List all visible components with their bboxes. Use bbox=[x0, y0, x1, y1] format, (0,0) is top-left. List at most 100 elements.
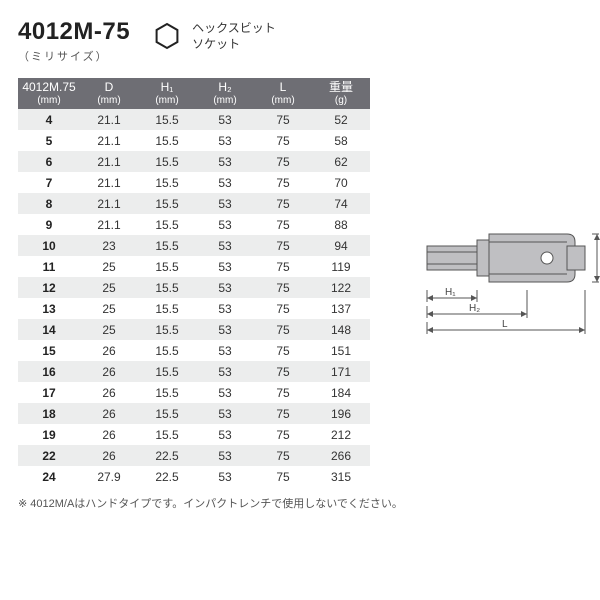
table-cell: 53 bbox=[196, 382, 254, 403]
table-cell-size: 19 bbox=[18, 424, 80, 445]
table-cell: 15.5 bbox=[138, 193, 196, 214]
product-type-block: ヘックスビット ソケット bbox=[152, 20, 276, 52]
table-cell: 148 bbox=[312, 319, 370, 340]
table-cell-size: 8 bbox=[18, 193, 80, 214]
table-row: 142515.55375148 bbox=[18, 319, 370, 340]
table-row: 102315.5537594 bbox=[18, 235, 370, 256]
table-column-header: L(mm) bbox=[254, 78, 312, 109]
table-cell: 53 bbox=[196, 340, 254, 361]
table-row: 222622.55375266 bbox=[18, 445, 370, 466]
table-cell: 22.5 bbox=[138, 445, 196, 466]
table-cell: 75 bbox=[254, 277, 312, 298]
table-cell: 53 bbox=[196, 130, 254, 151]
table-cell: 26 bbox=[80, 403, 138, 424]
table-cell: 75 bbox=[254, 151, 312, 172]
table-cell: 53 bbox=[196, 109, 254, 130]
table-column-header: H₂(mm) bbox=[196, 78, 254, 109]
table-cell: 15.5 bbox=[138, 403, 196, 424]
table-header-row: 4012M.75(mm)D(mm)H₁(mm)H₂(mm)L(mm)重量(g) bbox=[18, 78, 370, 109]
table-cell: 122 bbox=[312, 277, 370, 298]
table-cell-size: 11 bbox=[18, 256, 80, 277]
table-cell: 75 bbox=[254, 424, 312, 445]
title-block: 4012M-75 （ミリサイズ） bbox=[18, 18, 130, 64]
table-cell: 53 bbox=[196, 361, 254, 382]
table-cell: 15.5 bbox=[138, 151, 196, 172]
table-cell-size: 24 bbox=[18, 466, 80, 487]
dimension-diagram: D H₁ H₂ L bbox=[417, 208, 600, 348]
table-row: 192615.55375212 bbox=[18, 424, 370, 445]
table-cell-size: 18 bbox=[18, 403, 80, 424]
table-cell: 53 bbox=[196, 193, 254, 214]
table-column-header: D(mm) bbox=[80, 78, 138, 109]
table-cell: 62 bbox=[312, 151, 370, 172]
table-row: 122515.55375122 bbox=[18, 277, 370, 298]
table-cell: 52 bbox=[312, 109, 370, 130]
table-cell: 25 bbox=[80, 298, 138, 319]
table-cell: 15.5 bbox=[138, 256, 196, 277]
table-cell: 53 bbox=[196, 151, 254, 172]
table-row: 921.115.5537588 bbox=[18, 214, 370, 235]
table-cell-size: 22 bbox=[18, 445, 80, 466]
table-column-header: H₁(mm) bbox=[138, 78, 196, 109]
table-row: 621.115.5537562 bbox=[18, 151, 370, 172]
table-cell: 75 bbox=[254, 172, 312, 193]
table-cell: 53 bbox=[196, 277, 254, 298]
table-cell: 25 bbox=[80, 277, 138, 298]
footnote: ※ 4012M/Aはハンドタイプです。インパクトレンチで使用しないでください。 bbox=[18, 495, 403, 511]
table-cell-size: 16 bbox=[18, 361, 80, 382]
table-cell: 184 bbox=[312, 382, 370, 403]
table-cell: 15.5 bbox=[138, 424, 196, 445]
table-cell: 53 bbox=[196, 445, 254, 466]
table-row: 521.115.5537558 bbox=[18, 130, 370, 151]
table-cell: 266 bbox=[312, 445, 370, 466]
diagram-label-l: L bbox=[502, 319, 508, 330]
table-cell: 53 bbox=[196, 235, 254, 256]
table-cell: 15.5 bbox=[138, 277, 196, 298]
table-cell-size: 12 bbox=[18, 277, 80, 298]
table-row: 721.115.5537570 bbox=[18, 172, 370, 193]
diagram-wrap: D H₁ H₂ L bbox=[417, 78, 600, 348]
table-column-header: 4012M.75(mm) bbox=[18, 78, 80, 109]
table-cell: 53 bbox=[196, 214, 254, 235]
table-cell: 22.5 bbox=[138, 466, 196, 487]
table-cell: 21.1 bbox=[80, 172, 138, 193]
table-cell-size: 6 bbox=[18, 151, 80, 172]
table-cell: 21.1 bbox=[80, 214, 138, 235]
diagram-label-h2: H₂ bbox=[469, 303, 480, 314]
table-cell: 25 bbox=[80, 256, 138, 277]
table-cell: 75 bbox=[254, 193, 312, 214]
product-type-line2: ソケット bbox=[192, 37, 240, 51]
table-cell: 53 bbox=[196, 319, 254, 340]
table-cell: 75 bbox=[254, 298, 312, 319]
table-cell: 88 bbox=[312, 214, 370, 235]
table-cell: 53 bbox=[196, 256, 254, 277]
table-cell: 75 bbox=[254, 445, 312, 466]
product-type-text: ヘックスビット ソケット bbox=[192, 20, 276, 52]
table-cell: 26 bbox=[80, 361, 138, 382]
table-row: 182615.55375196 bbox=[18, 403, 370, 424]
table-cell-size: 5 bbox=[18, 130, 80, 151]
table-cell: 75 bbox=[254, 256, 312, 277]
table-cell: 70 bbox=[312, 172, 370, 193]
table-cell: 15.5 bbox=[138, 235, 196, 256]
table-column-header: 重量(g) bbox=[312, 78, 370, 109]
table-cell: 53 bbox=[196, 466, 254, 487]
table-cell: 75 bbox=[254, 130, 312, 151]
product-type-line1: ヘックスビット bbox=[192, 21, 276, 35]
table-cell: 23 bbox=[80, 235, 138, 256]
table-cell-size: 7 bbox=[18, 172, 80, 193]
table-cell: 75 bbox=[254, 319, 312, 340]
table-cell: 74 bbox=[312, 193, 370, 214]
table-cell: 53 bbox=[196, 298, 254, 319]
spec-table: 4012M.75(mm)D(mm)H₁(mm)H₂(mm)L(mm)重量(g) … bbox=[18, 78, 370, 487]
table-row: 2427.922.55375315 bbox=[18, 466, 370, 487]
table-cell: 15.5 bbox=[138, 298, 196, 319]
table-row: 112515.55375119 bbox=[18, 256, 370, 277]
table-cell: 53 bbox=[196, 403, 254, 424]
table-row: 132515.55375137 bbox=[18, 298, 370, 319]
table-cell: 26 bbox=[80, 445, 138, 466]
table-cell: 15.5 bbox=[138, 109, 196, 130]
table-cell: 21.1 bbox=[80, 193, 138, 214]
table-cell: 75 bbox=[254, 382, 312, 403]
table-cell: 119 bbox=[312, 256, 370, 277]
